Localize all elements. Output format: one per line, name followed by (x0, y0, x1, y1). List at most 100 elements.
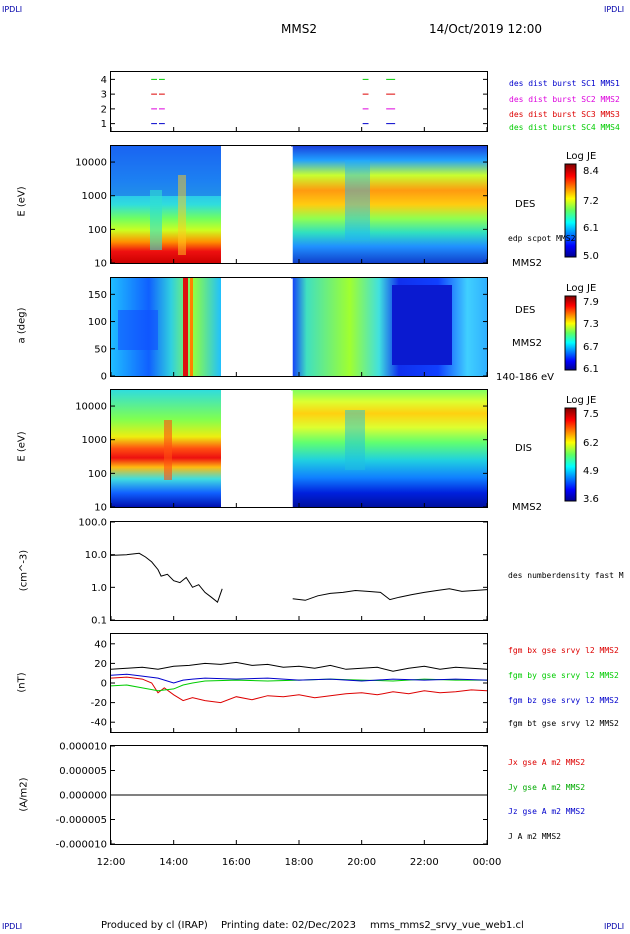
y-tick-label: 100 (88, 469, 107, 480)
colorbar3-title: Log JE (566, 395, 597, 406)
y-tick-label: 50 (94, 344, 107, 355)
legend-sc3: des dist burst SC3 MMS3 (509, 110, 620, 119)
colorbar1-tick: 7.2 (583, 196, 599, 207)
energy-range-label: 140-186 eV (496, 372, 554, 383)
y-tick-label: 0 (101, 679, 107, 690)
x-tick-label: 00:00 (473, 857, 502, 868)
footer-filename: mms_mms2_srvy_vue_web1.cl (370, 920, 524, 931)
y-tick-label: 1000 (82, 435, 107, 446)
footer-printing-date: Printing date: 02/Dec/2023 (221, 920, 357, 931)
by-series (110, 678, 487, 692)
y-tick-label: 0.1 (91, 616, 107, 627)
colorbar3-tick: 7.5 (583, 409, 599, 420)
legend-jx: Jx gse A m2 MMS2 (508, 758, 586, 767)
density-series (110, 552, 488, 604)
y-tick-label: -0.000010 (56, 840, 107, 851)
colorbar1-tick: 8.4 (583, 166, 599, 177)
bz-series (110, 673, 488, 684)
footer-produced: Produced by cl (IRAP) (101, 920, 208, 931)
spacecraft-title: MMS2 (281, 22, 317, 36)
mms2-label: MMS2 (512, 258, 542, 269)
y-tick-label: 10 (94, 259, 107, 270)
y-tick-label: -0.000005 (56, 815, 107, 826)
y-tick-label: 0.000010 (59, 742, 107, 753)
current-ylabel: (A/m2) (18, 777, 30, 812)
y-tick-label: 2 (101, 104, 107, 115)
legend-sc2: des dist burst SC2 MMS2 (509, 95, 620, 104)
data-gap (222, 278, 293, 376)
legend-sc4: des dist burst SC4 MMS4 (509, 123, 620, 132)
legend-jy: Jy gse A m2 MMS2 (508, 783, 586, 792)
des-label: DES (515, 199, 536, 210)
colorbar2-title: Log JE (566, 283, 597, 294)
legend-bx: fgm bx gse srvy l2 MMS2 (508, 646, 619, 655)
legend-bt: fgm bt gse srvy l2 MMS2 (508, 719, 619, 728)
dis-energy-spectrogram (110, 390, 487, 507)
des-pitch-ylabel: a (deg) (16, 307, 28, 344)
y-tick-label: 1000 (82, 191, 107, 202)
x-tick-label: 16:00 (222, 857, 251, 868)
data-gap (222, 146, 293, 263)
data-gap (222, 390, 293, 507)
des-energy-spectrogram (110, 146, 487, 263)
legend-by: fgm by gse srvy l2 MMS2 (508, 671, 619, 680)
legend-bz: fgm bz gse srvy l2 MMS2 (508, 696, 619, 705)
y-tick-label: 40 (94, 639, 107, 650)
y-tick-label: 10 (94, 503, 107, 514)
colorbar3-tick: 4.9 (583, 466, 599, 477)
corner-label-bottom-right: IPDLI (604, 922, 625, 931)
x-tick-label: 22:00 (410, 857, 439, 868)
y-tick-label: 3 (101, 90, 107, 101)
x-tick-label: 18:00 (285, 857, 314, 868)
legend-jz: Jz gse A m2 MMS2 (508, 807, 586, 816)
colorbar2-tick: 6.7 (583, 342, 599, 353)
des-energy-ylabel: E (eV) (16, 186, 28, 217)
colorbar2-tick: 6.1 (583, 364, 599, 375)
y-tick-label: 1 (101, 119, 107, 130)
dis-energy-ylabel: E (eV) (16, 431, 28, 462)
bfield-ylabel: (nT) (16, 672, 28, 693)
y-tick-label: 4 (101, 75, 107, 86)
y-tick-label: -20 (91, 698, 107, 709)
y-tick-label: 20 (94, 659, 107, 670)
y-tick-label: 150 (88, 290, 107, 301)
density-ylabel: (cm^-3) (18, 549, 30, 592)
des-label: DES (515, 305, 536, 316)
des-pitch-spectrogram (110, 278, 487, 376)
colorbars (564, 163, 577, 502)
y-tick-label: -40 (91, 718, 107, 729)
y-tick-label: 0.000005 (59, 766, 107, 777)
colorbar3-tick: 3.6 (583, 494, 599, 505)
corner-label-top-right: IPDLI (604, 5, 625, 14)
mms2-label: MMS2 (512, 502, 542, 513)
y-tick-label: 0 (101, 372, 107, 383)
bt-series (110, 661, 488, 672)
colorbar1-tick: 6.1 (583, 223, 599, 234)
y-tick-label: 100.0 (78, 518, 107, 529)
scpot-label: edp scpot MMS2 (508, 234, 576, 243)
corner-label-bottom-left: IPDLI (2, 922, 23, 931)
date-title: 14/Oct/2019 12:00 (429, 22, 543, 36)
y-tick-label: 1.0 (91, 583, 107, 594)
y-tick-label: 100 (88, 225, 107, 236)
y-tick-label: 100 (88, 317, 107, 328)
legend-density: des numberdensity fast M (508, 571, 624, 580)
dis-label: DIS (515, 443, 532, 454)
x-tick-label: 12:00 (97, 857, 126, 868)
colorbar2-tick: 7.3 (583, 319, 599, 330)
x-tick-label: 14:00 (159, 857, 188, 868)
legend-sc1: des dist burst SC1 MMS1 (509, 79, 620, 88)
y-tick-label: 0.000000 (59, 791, 107, 802)
mms2-label: MMS2 (512, 338, 542, 349)
colorbar1-title: Log JE (566, 151, 597, 162)
y-tick-label: 10000 (75, 158, 107, 169)
legend-j: J A m2 MMS2 (508, 832, 561, 841)
y-tick-label: 10.0 (85, 550, 107, 561)
x-tick-label: 20:00 (347, 857, 376, 868)
colorbar1-tick: 5.0 (583, 251, 599, 262)
corner-label-top-left: IPDLI (2, 5, 23, 14)
y-tick-label: 10000 (75, 402, 107, 413)
colorbar2-tick: 7.9 (583, 297, 599, 308)
colorbar3-tick: 6.2 (583, 438, 599, 449)
